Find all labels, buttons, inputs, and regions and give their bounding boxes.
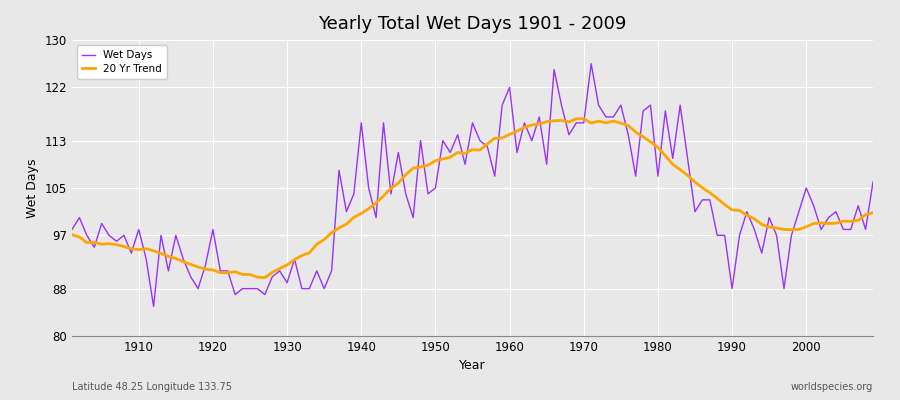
20 Yr Trend <box>868 210 878 215</box>
20 Yr Trend <box>504 132 515 137</box>
Text: worldspecies.org: worldspecies.org <box>791 382 873 392</box>
Wet Days <box>67 227 77 232</box>
20 Yr Trend <box>341 222 352 226</box>
Wet Days <box>126 251 137 256</box>
20 Yr Trend <box>259 275 270 280</box>
Wet Days <box>511 150 522 155</box>
Wet Days <box>296 286 307 291</box>
Wet Days <box>504 85 515 90</box>
Line: Wet Days: Wet Days <box>72 64 873 306</box>
Title: Yearly Total Wet Days 1901 - 2009: Yearly Total Wet Days 1901 - 2009 <box>319 15 626 33</box>
20 Yr Trend <box>571 116 581 121</box>
Line: 20 Yr Trend: 20 Yr Trend <box>72 119 873 278</box>
20 Yr Trend <box>296 253 307 258</box>
Wet Days <box>341 209 352 214</box>
20 Yr Trend <box>608 119 619 124</box>
Wet Days <box>868 180 878 184</box>
Wet Days <box>148 304 159 309</box>
Text: Latitude 48.25 Longitude 133.75: Latitude 48.25 Longitude 133.75 <box>72 382 232 392</box>
Wet Days <box>586 61 597 66</box>
X-axis label: Year: Year <box>459 360 486 372</box>
Y-axis label: Wet Days: Wet Days <box>26 158 39 218</box>
Wet Days <box>608 114 619 119</box>
20 Yr Trend <box>511 129 522 134</box>
20 Yr Trend <box>126 246 137 251</box>
Legend: Wet Days, 20 Yr Trend: Wet Days, 20 Yr Trend <box>77 45 167 79</box>
20 Yr Trend <box>67 232 77 237</box>
